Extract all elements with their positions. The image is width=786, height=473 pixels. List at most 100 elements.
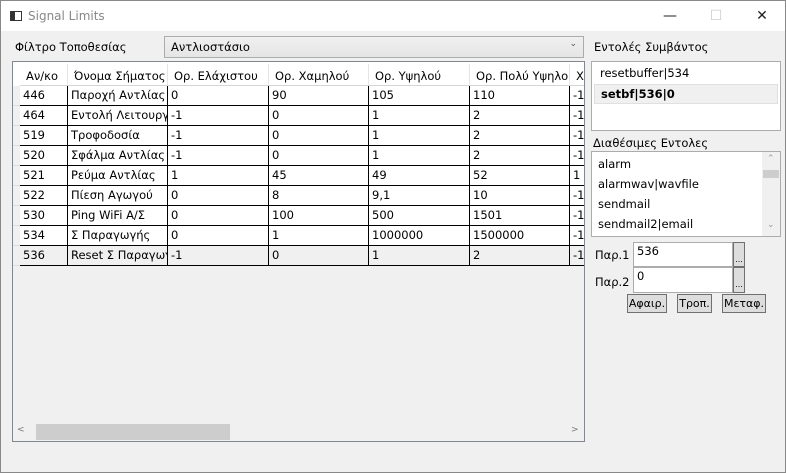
row-header[interactable]	[13, 106, 20, 126]
signal-grid[interactable]: Αν/κο Όνομα Σήματος Ορ. Ελάχιστου Ορ. Χαμηλ…	[12, 61, 585, 442]
cell-low-limit[interactable]: 90	[269, 86, 369, 106]
vertical-scrollbar[interactable]: ⌃ ⌄	[762, 152, 780, 236]
cell-signal-name[interactable]: Παροχή Αντλίας	[68, 86, 168, 106]
cell-min-limit[interactable]: 1	[168, 166, 269, 186]
move-button[interactable]: Μεταφ.	[722, 294, 766, 313]
table-row[interactable]: 530 Ping WiFi A/Σ 0 100 500 1501 -1	[13, 206, 584, 226]
cell-id[interactable]: 530	[20, 206, 68, 226]
cell-signal-name[interactable]: Σ Παραγωγής	[68, 226, 168, 246]
column-header-low-limit[interactable]: Ορ. Χαμηλού	[269, 64, 369, 86]
param1-input[interactable]: 536	[633, 242, 733, 267]
cell-low-limit[interactable]: 100	[269, 206, 369, 226]
cell-low-limit[interactable]: 1	[269, 226, 369, 246]
cell-id[interactable]: 536	[20, 246, 68, 266]
cell-id[interactable]: 520	[20, 146, 68, 166]
scroll-left-icon[interactable]: <	[17, 425, 25, 435]
table-row[interactable]: 534 Σ Παραγωγής 0 1 1000000 1500000 -1	[13, 226, 584, 246]
param2-input[interactable]: 0	[633, 267, 733, 293]
column-header-very-high-limit[interactable]: Ορ. Πολύ Υψηλο	[470, 64, 570, 86]
minimize-button[interactable]: —	[663, 8, 677, 24]
cell-very-high-limit[interactable]: 52	[470, 166, 570, 186]
cell-low-limit[interactable]: 0	[269, 246, 369, 266]
scroll-up-icon[interactable]: ⌃	[767, 154, 775, 164]
row-header[interactable]	[13, 166, 20, 186]
cell-very-high-limit[interactable]: 10	[470, 186, 570, 206]
cell-low-limit[interactable]: 0	[269, 106, 369, 126]
cell-min-limit[interactable]: -1	[168, 146, 269, 166]
row-header[interactable]	[13, 126, 20, 146]
table-row[interactable]: 521 Ρεύμα Αντλίας 1 45 49 52 1	[13, 166, 584, 186]
cell-signal-name[interactable]: Ρεύμα Αντλίας	[68, 166, 168, 186]
event-commands-list[interactable]: resetbuffer|534 setbf|536|0	[591, 61, 781, 131]
row-header[interactable]	[13, 186, 20, 206]
row-header[interactable]	[13, 246, 20, 266]
cell-low-limit[interactable]: 45	[269, 166, 369, 186]
cell-extra[interactable]: 1	[570, 166, 584, 186]
table-row[interactable]: 520 Σφάλμα Αντλίας -1 0 1 2 -1	[13, 146, 584, 166]
cell-high-limit[interactable]: 105	[369, 86, 470, 106]
cell-id[interactable]: 521	[20, 166, 68, 186]
cell-id[interactable]: 522	[20, 186, 68, 206]
cell-id[interactable]: 446	[20, 86, 68, 106]
close-button[interactable]: ✕	[756, 8, 768, 24]
cell-signal-name[interactable]: Εντολή Λειτουργί	[68, 106, 168, 126]
cell-extra[interactable]: -1	[570, 126, 584, 146]
cell-low-limit[interactable]: 0	[269, 146, 369, 166]
horizontal-scrollbar[interactable]: < >	[13, 423, 584, 441]
cell-extra[interactable]: -1	[570, 206, 584, 226]
cell-min-limit[interactable]: 0	[168, 186, 269, 206]
cell-min-limit[interactable]: 0	[168, 86, 269, 106]
cell-very-high-limit[interactable]: 2	[470, 106, 570, 126]
cell-min-limit[interactable]: -1	[168, 106, 269, 126]
cell-signal-name[interactable]: Τροφοδοσία	[68, 126, 168, 146]
cell-high-limit[interactable]: 9,1	[369, 186, 470, 206]
cell-very-high-limit[interactable]: 1501	[470, 206, 570, 226]
list-item[interactable]: alarmwav|wavfile	[598, 177, 699, 191]
cell-extra[interactable]: -1	[570, 106, 584, 126]
cell-high-limit[interactable]: 1000000	[369, 226, 470, 246]
cell-signal-name[interactable]: Σφάλμα Αντλίας	[68, 146, 168, 166]
location-filter-combo[interactable]: Αντλιοστάσιο ⌄	[164, 36, 584, 58]
table-row[interactable]: 519 Τροφοδοσία -1 0 1 2 -1	[13, 126, 584, 146]
cell-extra[interactable]: -1	[570, 246, 584, 266]
cell-very-high-limit[interactable]: 110	[470, 86, 570, 106]
list-item-selected[interactable]: setbf|536|0	[594, 84, 778, 104]
param2-browse-button[interactable]: ...	[733, 267, 745, 293]
cell-high-limit[interactable]: 1	[369, 126, 470, 146]
row-header[interactable]	[13, 206, 20, 226]
modify-button[interactable]: Τροπ.	[677, 294, 712, 313]
cell-very-high-limit[interactable]: 2	[470, 126, 570, 146]
cell-high-limit[interactable]: 1	[369, 246, 470, 266]
scrollbar-thumb[interactable]	[36, 424, 230, 440]
row-header[interactable]	[13, 226, 20, 246]
cell-low-limit[interactable]: 0	[269, 126, 369, 146]
maximize-button[interactable]: ☐	[709, 8, 723, 24]
column-header-extra[interactable]: Χρ	[570, 64, 584, 86]
cell-high-limit[interactable]: 500	[369, 206, 470, 226]
available-commands-list[interactable]: alarm alarmwav|wavfile sendmail sendmail…	[591, 151, 781, 237]
cell-min-limit[interactable]: -1	[168, 246, 269, 266]
cell-very-high-limit[interactable]: 1500000	[470, 226, 570, 246]
column-header-id[interactable]: Αν/κο	[20, 64, 68, 86]
row-header[interactable]	[13, 86, 20, 106]
cell-signal-name[interactable]: Reset Σ Παραγωγ	[68, 246, 168, 266]
table-row[interactable]: 522 Πίεση Αγωγού 0 8 9,1 10 -1	[13, 186, 584, 206]
table-row[interactable]: 536 Reset Σ Παραγωγ -1 0 1 2 -1	[13, 246, 584, 266]
scroll-down-icon[interactable]: ⌄	[767, 220, 775, 230]
cell-high-limit[interactable]: 1	[369, 146, 470, 166]
cell-id[interactable]: 534	[20, 226, 68, 246]
remove-button[interactable]: Αφαιρ.	[627, 294, 667, 313]
cell-min-limit[interactable]: 0	[168, 226, 269, 246]
cell-id[interactable]: 519	[20, 126, 68, 146]
cell-signal-name[interactable]: Ping WiFi A/Σ	[68, 206, 168, 226]
column-header-high-limit[interactable]: Ορ. Υψηλού	[369, 64, 470, 86]
cell-high-limit[interactable]: 1	[369, 106, 470, 126]
cell-min-limit[interactable]: -1	[168, 126, 269, 146]
scroll-right-icon[interactable]: >	[571, 425, 579, 435]
cell-low-limit[interactable]: 8	[269, 186, 369, 206]
scrollbar-thumb[interactable]	[763, 170, 779, 178]
list-item[interactable]: sendmail2|email	[598, 217, 694, 231]
table-row[interactable]: 446 Παροχή Αντλίας 0 90 105 110 -1	[13, 86, 584, 106]
cell-extra[interactable]: -1	[570, 186, 584, 206]
column-header-min-limit[interactable]: Ορ. Ελάχιστου	[168, 64, 269, 86]
